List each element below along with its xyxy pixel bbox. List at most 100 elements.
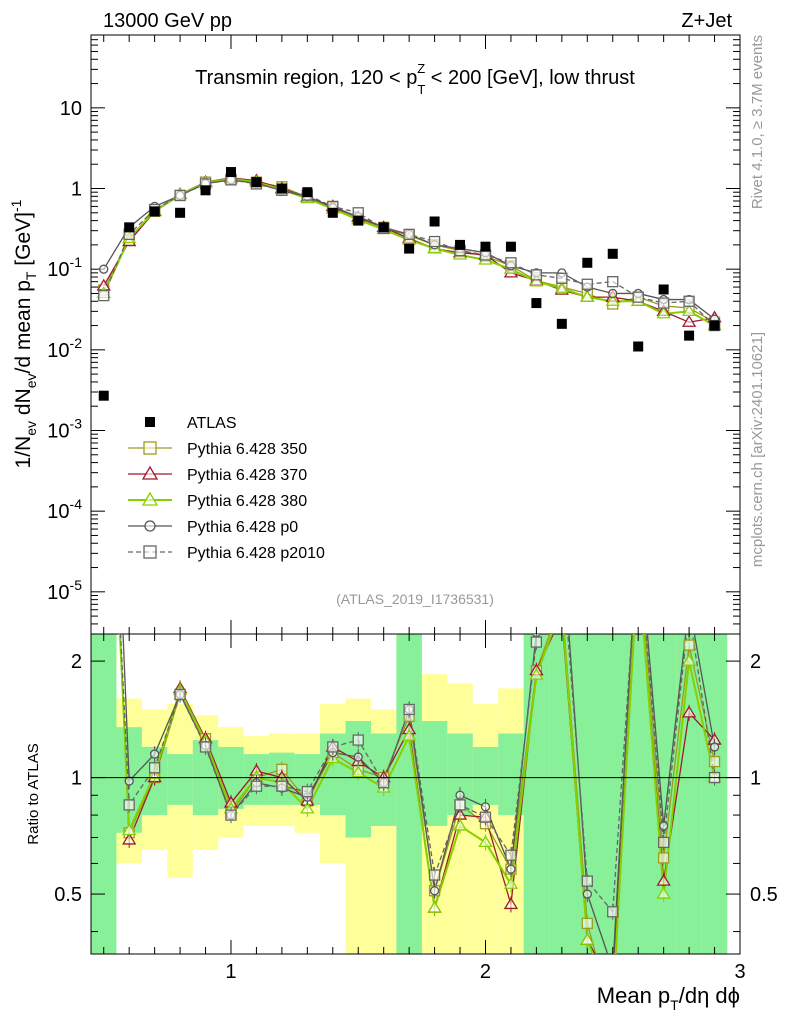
data-point: [351, 765, 366, 778]
legend-label-atlas: ATLAS: [187, 415, 237, 432]
mcplots-reference-label: mcplots.cern.ch [arXiv:2401.10621]: [749, 332, 766, 567]
header-process-label: Z+Jet: [681, 10, 732, 32]
data-point: [378, 777, 390, 789]
data-point: [503, 877, 519, 889]
data-point: [657, 297, 670, 309]
legend-label: Pythia 6.428 350: [187, 441, 307, 458]
data-point: [681, 314, 697, 327]
x-axis-label-text: Mean pT/dη dϕ: [597, 983, 740, 1013]
atlas-data-point: [327, 207, 338, 218]
atlas-data-point: [353, 215, 364, 226]
x-tick-label: 3: [734, 961, 745, 983]
legend-marker-atlas: [145, 417, 155, 427]
ratio-y-tick-label-right: 2: [750, 651, 761, 673]
data-point: [681, 653, 697, 666]
data-point: [581, 917, 593, 930]
legend-label: Pythia 6.428 p0: [187, 519, 298, 536]
data-point: [503, 897, 519, 910]
data-point: [143, 545, 157, 559]
data-point: [530, 636, 543, 648]
atlas-data-point: [200, 185, 211, 196]
data-point: [300, 801, 315, 814]
atlas-data-point: [607, 248, 618, 259]
main-series-group: [96, 167, 722, 401]
atlas-data-point: [455, 239, 466, 250]
data-point: [683, 639, 695, 651]
data-point: [149, 749, 160, 759]
data-point: [529, 667, 544, 680]
band-inner: [549, 634, 575, 954]
data-point: [454, 799, 466, 811]
data-point: [148, 762, 161, 774]
band-inner: [421, 721, 448, 826]
header-energy-label: 13000 GeV pp: [103, 10, 232, 32]
y-tick-label: 10-2: [47, 335, 82, 362]
band-inner: [167, 754, 193, 805]
atlas-data-point: [124, 222, 135, 233]
atlas-data-point: [175, 207, 186, 218]
data-point: [681, 304, 697, 316]
data-point: [429, 886, 440, 896]
data-point: [276, 780, 288, 792]
rivet-version-label: Rivet 4.1.0, ≥ 3.7M events: [749, 35, 766, 209]
band-inner: [701, 634, 728, 954]
atlas-data-point: [225, 167, 236, 178]
data-point: [99, 264, 109, 274]
data-point: [581, 278, 593, 290]
data-point: [506, 864, 516, 874]
data-point: [141, 465, 159, 480]
data-point: [141, 491, 159, 506]
ratio-y-tick-label-right: 1: [750, 768, 761, 790]
data-point: [581, 875, 593, 887]
plot-title-text: Transmin region, 120 < pTZ < 200 [GeV], …: [195, 61, 635, 97]
data-point: [529, 274, 544, 287]
data-point: [327, 741, 339, 753]
atlas-data-point: [404, 243, 415, 254]
data-point: [582, 889, 592, 899]
data-point: [452, 818, 468, 831]
atlas-data-point: [480, 241, 491, 252]
data-point: [122, 823, 137, 836]
y-tick-label: 1: [71, 179, 82, 201]
y-tick-label: 10: [60, 98, 82, 120]
data-point: [124, 776, 134, 786]
atlas-data-point: [556, 318, 567, 329]
data-point: [122, 832, 137, 845]
band-inner: [91, 634, 117, 954]
axes: 1 2 3 10-5 10-4 10-3 10-2 10-1 1 10 0.5 0.5 1 1 2 2: [47, 34, 778, 983]
legend-label: Pythia 6.428 370: [187, 467, 307, 484]
atlas-data-point: [251, 177, 262, 188]
data-point: [656, 873, 671, 886]
data-point: [505, 849, 517, 861]
atlas-data-point: [658, 284, 669, 295]
data-point: [403, 703, 415, 716]
ratio-y-tick-label: 1: [71, 768, 82, 790]
ratio-y-axis-label: Ratio to ATLAS: [25, 743, 42, 844]
atlas-data-point: [302, 187, 313, 198]
data-point: [608, 288, 618, 299]
data-point: [656, 886, 671, 899]
ratio-y-tick-label-right: 0.5: [750, 884, 778, 906]
data-point: [607, 906, 619, 918]
ratio-series-group: [118, 634, 722, 954]
data-point: [353, 752, 363, 762]
data-point: [250, 780, 263, 792]
band-inner: [625, 634, 651, 954]
data-point: [683, 295, 695, 307]
legend-label: Pythia 6.428 380: [187, 493, 307, 510]
data-point: [123, 799, 135, 811]
data-point: [505, 257, 517, 269]
data-point: [657, 836, 670, 849]
data-point: [530, 269, 543, 281]
data-point: [428, 869, 441, 881]
x-axis-label: Mean pT/dη dϕ: [597, 983, 740, 1013]
legend-label: Pythia 6.428 p2010: [187, 545, 325, 562]
data-point: [607, 276, 619, 288]
data-point: [174, 189, 186, 202]
atlas-data-point: [429, 216, 440, 227]
atlas-data-point: [684, 330, 695, 341]
legend: ATLAS Pythia 6.428 350 Pythia 6.428 370 Pyt…: [128, 415, 325, 562]
ratio-y-tick-label: 2: [71, 651, 82, 673]
data-point: [301, 785, 313, 798]
band-inner: [650, 634, 677, 954]
